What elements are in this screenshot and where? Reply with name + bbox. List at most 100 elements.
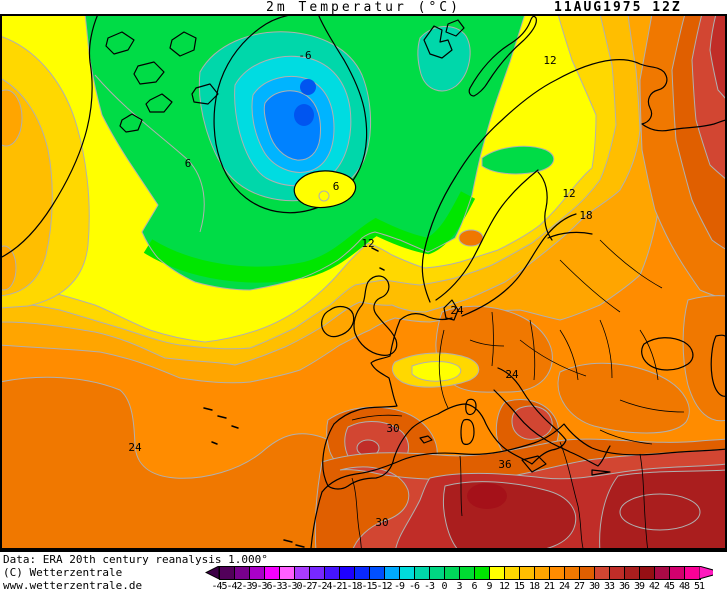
border-balkan	[519, 339, 587, 377]
colorbar-tick-label: 0	[441, 581, 447, 592]
band-sicily-red	[511, 405, 553, 440]
border-ua-2	[599, 319, 613, 379]
colorbar-tick-label: -3	[423, 581, 435, 592]
band-bright-green	[143, 191, 476, 283]
colorbar-tick-label: 24	[558, 581, 570, 592]
colorbar-segment	[625, 567, 640, 579]
temperature-map: 6 -6 6 12 12 12 18 24 24 24 30 30 36	[0, 14, 727, 552]
colorbar-segment	[280, 567, 295, 579]
coast-arctic-island-2	[133, 61, 165, 85]
band-alps-yellow	[411, 361, 462, 382]
island-azores-3	[231, 425, 239, 429]
colorbar-tick-label: 45	[663, 581, 675, 592]
colorbar-segment	[610, 567, 625, 579]
colorbar-segment	[595, 567, 610, 579]
contour-green-edge	[84, 14, 526, 291]
coast-africa-north	[321, 423, 727, 493]
coast-italy	[437, 367, 567, 465]
colorbar-segment	[505, 567, 520, 579]
coast-arctic-island-5	[145, 93, 173, 113]
colorbar-segment	[430, 567, 445, 579]
contour-label: -6	[298, 49, 311, 62]
contour-label: 24	[450, 304, 464, 317]
colorbar-tick-label: -45	[211, 581, 227, 592]
colorbar-tick-label: 42	[648, 581, 660, 592]
contour-label: 30	[386, 422, 399, 435]
contour-se-loop	[619, 493, 701, 531]
contour-label: 6	[185, 157, 192, 170]
border-ru-3	[559, 259, 621, 313]
colorbar-tick-label: -21	[331, 581, 347, 592]
border-ly	[639, 453, 649, 552]
colorbar-segments	[219, 566, 701, 580]
coast-sardinia	[460, 418, 475, 445]
island-faroes	[371, 247, 379, 252]
colorbar-tick-label: 12	[498, 581, 510, 592]
island-azores-2	[217, 415, 227, 419]
border-ru-2	[599, 239, 663, 289]
band-africa-darkest	[467, 483, 507, 509]
border-dz-mid	[459, 455, 463, 517]
island-shetland	[379, 267, 385, 271]
colorbar-segment	[325, 567, 340, 579]
border-tr-1	[619, 399, 685, 413]
colorbar-tick-label: 36	[618, 581, 630, 592]
colorbar-segment	[295, 567, 310, 579]
contour-label: 6	[333, 180, 340, 193]
colorbar-tick-label: -36	[256, 581, 272, 592]
border-ru-1	[639, 329, 659, 381]
colorbar-tick-label: 15	[513, 581, 525, 592]
coast-bothnia	[537, 171, 553, 241]
footer-copyright: (C) Wetterzentrale	[3, 566, 123, 579]
contour-label: 12	[562, 187, 575, 200]
contour-labels: 6 -6 6 12 12 12 18 24 24 24 30 30 36	[128, 49, 592, 529]
coastlines	[0, 14, 727, 549]
coast-crete	[591, 469, 611, 476]
coast-ireland	[321, 305, 355, 338]
contour-6-west	[94, 74, 205, 233]
colorbar-tick-label: -9	[393, 581, 405, 592]
coast-arctic-island-1	[105, 31, 135, 55]
map-canvas: 6 -6 6 12 12 12 18 24 24 24 30 30 36	[0, 14, 727, 552]
temperature-colorbar: -45 -42 -39 -36 -33 -30 -27 -24 -21 -18 -15 -12 -9 -6…	[205, 566, 727, 593]
band-teal-svalbard	[417, 26, 471, 92]
colorbar-segment	[655, 567, 670, 579]
colorbar-tick-label: 30	[588, 581, 600, 592]
coast-corsica	[465, 398, 477, 416]
colorbar-segment	[670, 567, 685, 579]
colorbar-segment	[235, 567, 250, 579]
colorbar-tick-label: -18	[346, 581, 362, 592]
atlantic-islands	[203, 247, 385, 548]
footer-data-source: Data: ERA 20th century reanalysis 1.000°	[3, 553, 268, 566]
colorbar-tick-label: -39	[241, 581, 257, 592]
contour-label: 24	[128, 441, 142, 454]
border-pyrenees	[351, 414, 403, 421]
footer-url: www.wetterzentrale.de	[3, 579, 143, 592]
coast-svalbard-1	[423, 25, 453, 59]
contour-label: 12	[543, 54, 556, 67]
band-labrador-orange	[0, 89, 23, 147]
colorbar-left-arrow-icon	[205, 566, 219, 580]
band-labrador-orange-2	[0, 245, 17, 291]
colorbar-segment	[250, 567, 265, 579]
colorbar-tick-label: -12	[376, 581, 392, 592]
coast-caspian	[710, 334, 727, 397]
colorbar-segment	[640, 567, 655, 579]
colorbar-tick-label: 48	[678, 581, 690, 592]
coast-baltic-west	[435, 169, 539, 301]
coast-morocco-west	[310, 491, 323, 549]
colorbar-tick-label: -15	[361, 581, 377, 592]
contour-label: 30	[375, 516, 388, 529]
colorbar-segment	[565, 567, 580, 579]
coast-black-sea	[641, 337, 694, 371]
coast-arctic-island-3	[169, 31, 197, 57]
island-azores-1	[203, 407, 213, 411]
coast-gulf-finland	[547, 231, 593, 239]
colorbar-segment	[475, 567, 490, 579]
colorbar-segment	[265, 567, 280, 579]
coast-arctic-island-4	[191, 83, 219, 105]
country-borders	[351, 239, 685, 552]
colorbar-segment	[310, 567, 325, 579]
colorbar-tick-label: 3	[456, 581, 462, 592]
